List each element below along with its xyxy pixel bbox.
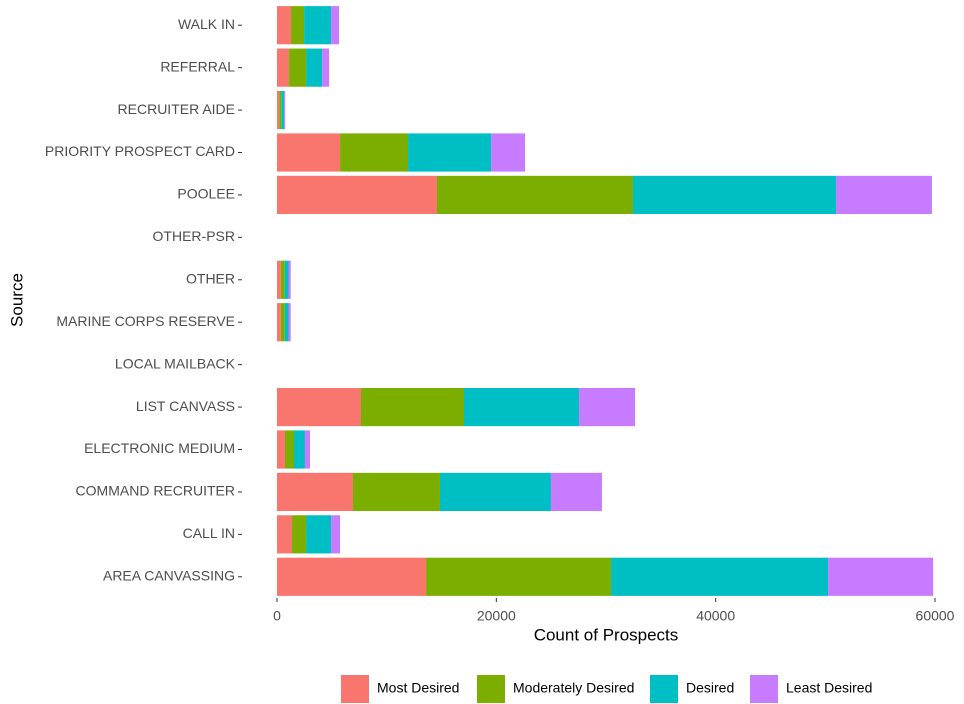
bar-segment bbox=[491, 133, 526, 172]
bar-segment bbox=[280, 303, 285, 342]
y-tick-label: LIST CANVASS bbox=[136, 398, 235, 414]
x-tick-label: 20000 bbox=[477, 608, 516, 624]
bar-segment bbox=[291, 6, 305, 45]
bar-segment bbox=[277, 472, 353, 512]
legend-label: Desired bbox=[686, 680, 734, 696]
bar-segment bbox=[611, 557, 829, 596]
x-axis-title: Count of Prospects bbox=[534, 625, 679, 644]
y-tick-label: COMMAND RECRUITER bbox=[76, 483, 235, 499]
bar-segment bbox=[277, 90, 280, 130]
bar-segment bbox=[277, 260, 281, 299]
bar-segment bbox=[277, 6, 292, 45]
bar-segment bbox=[277, 387, 362, 427]
legend-swatch bbox=[750, 675, 778, 703]
bar-segment bbox=[463, 387, 580, 427]
y-tick-label: PRIORITY PROSPECT CARD bbox=[45, 143, 235, 159]
bar-segment bbox=[579, 387, 636, 427]
bar-segment bbox=[292, 515, 307, 554]
x-tick-label: 40000 bbox=[696, 608, 735, 624]
y-tick-label: POOLEE bbox=[177, 186, 235, 202]
y-axis-title: Source bbox=[7, 273, 26, 327]
bar-segment bbox=[304, 430, 311, 469]
bar-segment bbox=[284, 260, 289, 299]
y-tick-label: AREA CANVASSING bbox=[103, 567, 235, 583]
bar-segment bbox=[277, 175, 438, 215]
legend-label: Most Desired bbox=[377, 680, 459, 696]
bar-segment bbox=[331, 515, 341, 554]
y-tick-label: REFERRAL bbox=[160, 58, 235, 74]
x-tick-label: 60000 bbox=[916, 608, 955, 624]
legend-label: Moderately Desired bbox=[513, 680, 634, 696]
y-tick-label: LOCAL MAILBACK bbox=[115, 355, 236, 371]
bar-segment bbox=[289, 48, 307, 87]
bar-segment bbox=[306, 515, 332, 554]
y-tick-label: WALK IN bbox=[178, 16, 235, 32]
bar-segment bbox=[306, 48, 323, 87]
bar-segment bbox=[408, 133, 492, 172]
y-tick-label: CALL IN bbox=[183, 525, 235, 541]
bar-segment bbox=[828, 557, 934, 596]
bar-segment bbox=[277, 515, 293, 554]
bar-segment bbox=[322, 48, 330, 87]
bar-segment bbox=[340, 133, 409, 172]
bar-segment bbox=[288, 260, 291, 299]
y-tick-label: MARINE CORPS RESERVE bbox=[56, 313, 235, 329]
bar-segment bbox=[284, 303, 289, 342]
bar-segment bbox=[426, 557, 612, 596]
bar-segment bbox=[439, 472, 551, 512]
x-tick-label: 0 bbox=[273, 608, 281, 624]
bar-segment bbox=[331, 6, 340, 45]
bar-segment bbox=[293, 430, 305, 469]
bar-segment bbox=[361, 387, 464, 427]
y-tick-label: ELECTRONIC MEDIUM bbox=[84, 440, 235, 456]
bar-segment bbox=[284, 90, 286, 130]
bar-segment bbox=[550, 472, 602, 512]
legend-swatch bbox=[341, 675, 369, 703]
bar-segment bbox=[277, 430, 286, 469]
bar-segment bbox=[288, 303, 291, 342]
bar-segment bbox=[835, 175, 932, 215]
bar-segment bbox=[437, 175, 633, 215]
bar-segment bbox=[632, 175, 836, 215]
legend-swatch bbox=[650, 675, 678, 703]
y-tick-label: RECRUITER AIDE bbox=[118, 101, 235, 117]
bar-segment bbox=[280, 260, 285, 299]
y-tick-label: OTHER bbox=[186, 270, 235, 286]
bar-segment bbox=[277, 48, 290, 87]
y-tick-label: OTHER-PSR bbox=[153, 228, 235, 244]
legend-label: Least Desired bbox=[786, 680, 872, 696]
bar-segment bbox=[281, 90, 285, 130]
legend-swatch bbox=[477, 675, 505, 703]
bar-segment bbox=[277, 133, 341, 172]
bar-segment bbox=[352, 472, 440, 512]
bar-segment bbox=[277, 557, 427, 596]
bar-segment bbox=[279, 90, 282, 130]
bar-segment bbox=[285, 430, 294, 469]
bar-segment bbox=[277, 303, 281, 342]
bar-segment bbox=[304, 6, 332, 45]
